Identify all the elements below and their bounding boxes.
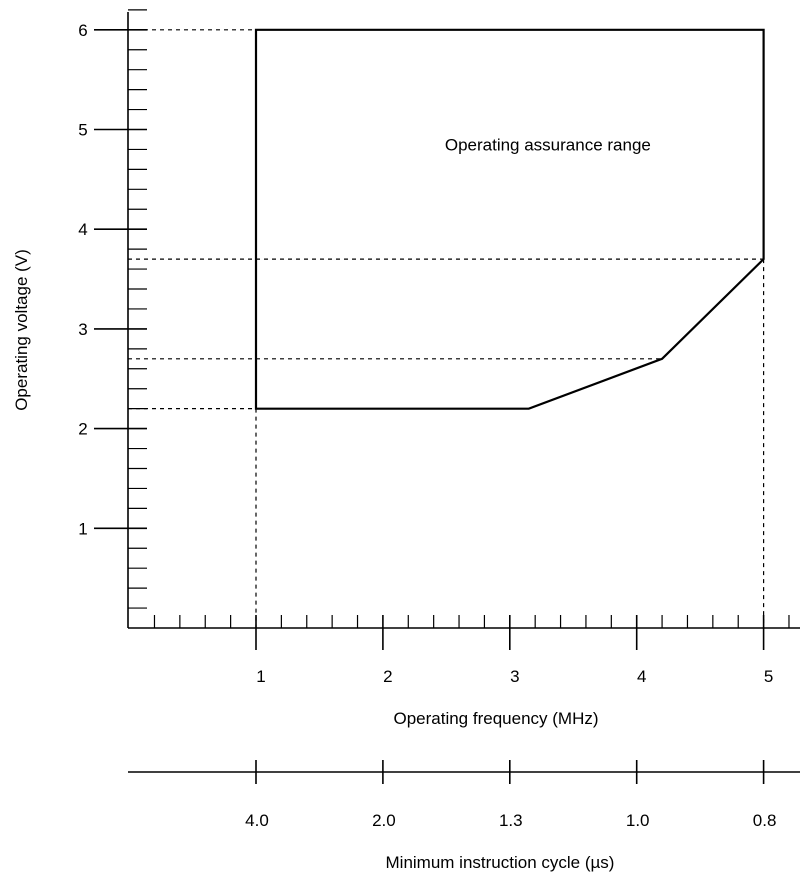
x-tick-label: 3 bbox=[510, 667, 519, 686]
x-tick-label: 4 bbox=[637, 667, 646, 686]
secondary-tick-label: 4.0 bbox=[245, 811, 269, 830]
region-label: Operating assurance range bbox=[445, 135, 651, 154]
y-tick-label: 1 bbox=[78, 519, 87, 538]
y-tick-label: 2 bbox=[78, 420, 87, 439]
x-tick-label: 1 bbox=[256, 667, 265, 686]
secondary-tick-label: 1.3 bbox=[499, 811, 523, 830]
reference-lines bbox=[128, 29, 765, 628]
secondary-tick-label: 2.0 bbox=[372, 811, 396, 830]
y-axis-title: Operating voltage (V) bbox=[12, 249, 31, 411]
y-tick-label: 3 bbox=[78, 320, 87, 339]
axes bbox=[127, 12, 800, 773]
x-tick-label: 2 bbox=[383, 667, 392, 686]
x-axis-title: Operating frequency (MHz) bbox=[393, 709, 598, 728]
y-tick-label: 5 bbox=[78, 121, 87, 140]
operating-region bbox=[254, 28, 765, 410]
secondary-tick-label: 1.0 bbox=[626, 811, 650, 830]
x-tick-label: 5 bbox=[764, 667, 773, 686]
secondary-axis-title: Minimum instruction cycle (µs) bbox=[386, 853, 615, 872]
operating-region-boundary bbox=[254, 28, 765, 410]
major-ticks bbox=[94, 28, 765, 784]
secondary-tick-label: 0.8 bbox=[753, 811, 777, 830]
tick-labels: 1 2 3 4 5 6 1 2 3 4 5 4.0 2.0 1.3 1.0 0.8 bbox=[78, 21, 776, 830]
y-tick-label: 6 bbox=[78, 21, 87, 40]
minor-ticks bbox=[128, 9, 790, 628]
y-tick-label: 4 bbox=[78, 220, 87, 239]
